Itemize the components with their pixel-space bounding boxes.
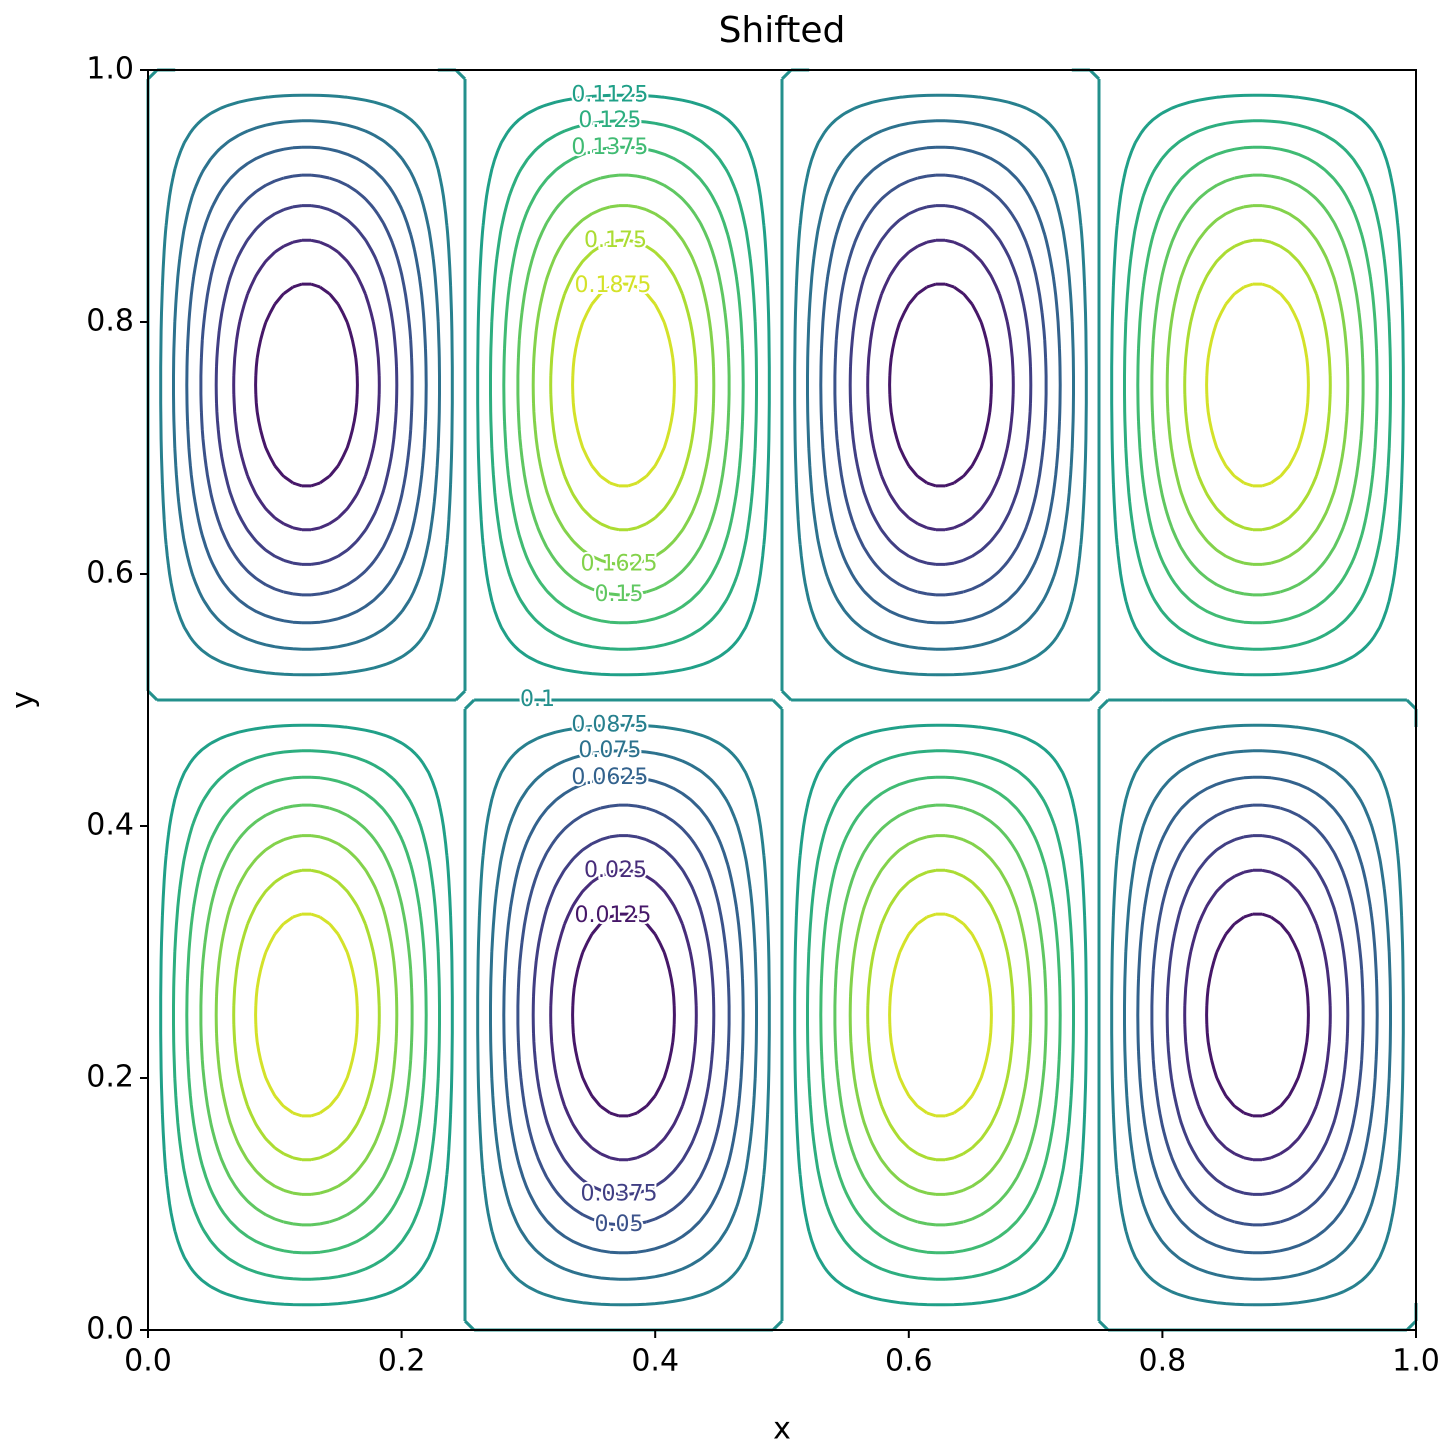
contour-label: 0.075	[578, 738, 641, 763]
contour-label: 0.1	[520, 687, 555, 712]
x-tick-label: 0.0	[124, 1344, 172, 1379]
contour-label: 0.125	[578, 108, 641, 133]
contour-label: 0.15	[594, 582, 643, 607]
contour-label: 0.0125	[574, 903, 651, 928]
contour-label: 0.1625	[580, 551, 657, 576]
contour-label: 0.025	[584, 858, 647, 883]
y-tick-label: 0.6	[86, 556, 134, 591]
y-tick-label: 0.2	[86, 1060, 134, 1095]
contour-line	[159, 93, 1405, 1307]
contour-line	[172, 119, 1392, 1281]
contour-line	[232, 238, 1332, 1162]
contour-label: 0.0875	[571, 712, 648, 737]
x-axis-label: x	[773, 1412, 791, 1447]
contour-label: 0.1875	[574, 273, 651, 298]
x-tick-label: 1.0	[1392, 1344, 1440, 1379]
contour-line	[159, 93, 1405, 1307]
y-tick-label: 0.8	[86, 304, 134, 339]
y-tick-label: 1.0	[86, 52, 134, 87]
contour-line	[199, 173, 1365, 1227]
y-axis-label: y	[6, 691, 41, 709]
contour-line	[146, 68, 1418, 1332]
contour-line	[254, 282, 1310, 1118]
contour-label: 0.0375	[580, 1181, 657, 1206]
x-tick-label: 0.6	[885, 1344, 933, 1379]
x-tick-label: 0.8	[1139, 1344, 1187, 1379]
x-tick-label: 0.2	[378, 1344, 426, 1379]
contour-line	[254, 282, 1310, 1118]
axes-frame	[147, 69, 1417, 1331]
y-tick-label: 0.0	[86, 1312, 134, 1347]
contour-line	[232, 238, 1332, 1162]
contour-line	[214, 204, 1350, 1196]
chart-title: Shifted	[719, 10, 846, 51]
contour-line	[185, 145, 1379, 1255]
contour-label: 0.1125	[571, 82, 648, 107]
contour-label: 0.05	[594, 1212, 643, 1237]
contour-label: 0.1375	[571, 135, 648, 160]
contour-line	[185, 145, 1379, 1255]
contour-label: 0.0625	[571, 765, 648, 790]
y-tick-label: 0.4	[86, 808, 134, 843]
contour-line	[214, 204, 1350, 1196]
contour-line	[199, 173, 1365, 1227]
contour-line	[172, 119, 1392, 1281]
contour-label: 0.175	[584, 228, 647, 253]
x-tick-label: 0.4	[631, 1344, 679, 1379]
